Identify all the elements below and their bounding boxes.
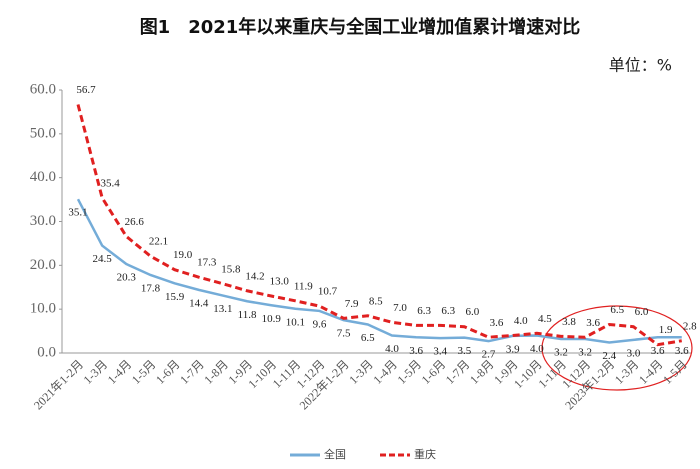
x-tick-label: 1-5月	[660, 357, 690, 387]
x-tick-label: 1-8月	[201, 357, 231, 387]
x-tick-label: 1-5月	[129, 357, 159, 387]
value-label: 6.5	[610, 304, 624, 316]
value-label: 3.9	[506, 343, 520, 355]
value-label: 3.2	[578, 347, 592, 359]
value-label: 3.8	[562, 316, 576, 328]
value-label: 10.1	[286, 316, 305, 328]
y-tick-label: 20.0	[30, 257, 56, 273]
legend-label: 全国	[324, 447, 346, 461]
unit-label: 单位：%	[609, 56, 672, 75]
value-label: 3.0	[627, 347, 641, 359]
value-label: 7.9	[345, 298, 359, 310]
value-label: 4.0	[514, 315, 528, 327]
value-label: 35.4	[101, 177, 121, 189]
value-label: 6.5	[361, 332, 375, 344]
value-label: 6.3	[417, 305, 431, 317]
value-label: 56.7	[76, 84, 96, 96]
value-label: 2.8	[683, 320, 697, 332]
value-label: 10.7	[318, 286, 338, 298]
x-tick-label: 1-5月	[394, 357, 424, 387]
value-label: 19.0	[173, 249, 193, 261]
value-label: 3.6	[490, 317, 504, 329]
value-label: 4.5	[538, 313, 552, 325]
chart-title: 图1 2021年以来重庆与全国工业增加值累计增速对比	[140, 16, 581, 38]
x-tick-label: 1-4月	[105, 357, 135, 387]
value-label: 3.6	[409, 345, 423, 357]
x-tick-label: 2021年1-2月	[31, 357, 86, 412]
y-tick-label: 0.0	[37, 344, 56, 360]
value-label: 14.2	[245, 270, 264, 282]
y-tick-label: 40.0	[30, 169, 56, 185]
x-tick-label: 1-3月	[346, 357, 376, 387]
value-label: 2.7	[482, 349, 496, 361]
value-label: 6.0	[466, 306, 480, 318]
x-tick-label: 1-3月	[612, 357, 642, 387]
y-tick-label: 60.0	[30, 81, 56, 97]
x-tick-label: 1-7月	[177, 357, 207, 387]
value-label: 3.4	[433, 346, 447, 358]
x-tick-label: 1-6月	[419, 357, 449, 387]
series-line	[76, 104, 682, 347]
value-label: 9.6	[313, 318, 327, 330]
value-label: 17.3	[197, 257, 217, 269]
value-label: 4.0	[385, 343, 399, 355]
value-label: 11.8	[238, 309, 257, 321]
value-label: 17.8	[141, 283, 161, 295]
x-tick-label: 1-6月	[153, 357, 183, 387]
value-label: 24.5	[93, 253, 113, 265]
legend-label: 重庆	[414, 447, 436, 461]
y-tick-label: 50.0	[30, 125, 56, 141]
x-tick-label: 1-4月	[370, 357, 400, 387]
value-label: 3.5	[458, 345, 472, 357]
x-tick-label: 1-3月	[81, 357, 111, 387]
value-label: 26.6	[125, 216, 145, 228]
value-label: 3.2	[554, 347, 568, 359]
value-label: 20.3	[117, 272, 137, 284]
value-label: 8.5	[369, 295, 383, 307]
value-label: 3.6	[651, 345, 665, 357]
series-line	[76, 198, 682, 344]
value-label: 35.1	[68, 207, 87, 219]
value-label: 15.9	[165, 291, 185, 303]
y-tick-label: 10.0	[30, 301, 56, 317]
value-label: 1.9	[659, 324, 673, 336]
x-tick-label: 1-8月	[467, 357, 497, 387]
x-tick-label: 1-7月	[443, 357, 473, 387]
value-label: 11.9	[294, 280, 313, 292]
highlight-ellipse	[541, 305, 693, 391]
value-label: 10.9	[262, 313, 282, 325]
value-label: 6.3	[441, 305, 455, 317]
value-label: 3.6	[675, 345, 689, 357]
value-label: 3.6	[586, 317, 600, 329]
value-label: 6.0	[635, 306, 649, 318]
value-label: 22.1	[149, 236, 168, 248]
value-label: 7.0	[393, 302, 407, 314]
value-label: 13.1	[213, 303, 232, 315]
value-label: 14.4	[189, 297, 209, 309]
value-label: 2.4	[602, 350, 616, 362]
value-label: 13.0	[270, 276, 290, 288]
y-tick-label: 30.0	[30, 213, 56, 229]
value-label: 7.5	[337, 328, 351, 340]
value-label: 15.8	[221, 263, 241, 275]
value-label: 4.0	[530, 343, 544, 355]
